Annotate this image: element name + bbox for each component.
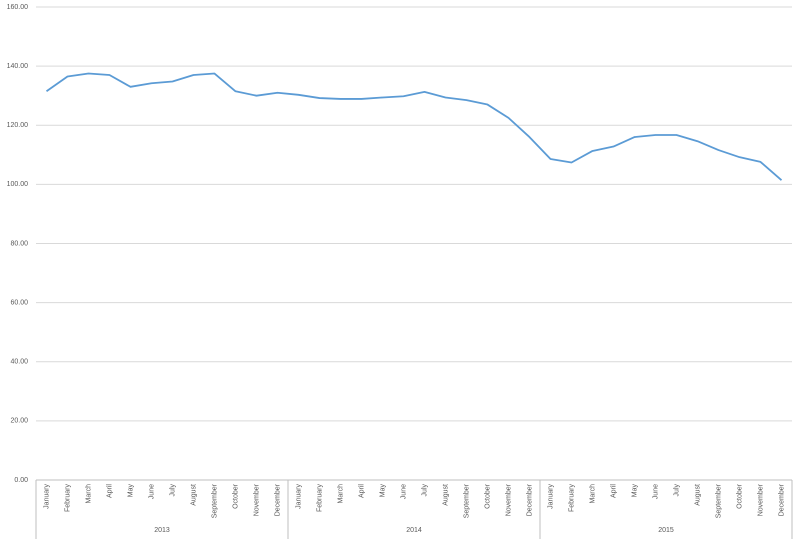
x-tick-label: June [652,484,659,499]
x-group-label: 2015 [658,527,674,534]
x-tick-label: December [778,483,785,516]
x-tick-label: August [442,484,449,506]
x-tick-label: September [463,483,470,518]
x-tick-label: August [190,484,197,506]
x-tick-label: February [316,484,323,513]
x-tick-label: November [757,483,764,516]
x-tick-label: December [526,483,533,516]
y-tick-label: 20.00 [10,418,28,425]
x-tick-label: July [421,484,428,497]
x-tick-label: March [85,484,92,504]
y-tick-label: 120.00 [7,122,29,129]
x-tick-label: October [484,483,491,509]
x-tick-label: October [232,483,239,509]
x-tick-label: January [547,484,554,509]
y-tick-label: 160.00 [7,4,29,11]
x-tick-label: May [379,484,386,498]
x-tick-label: April [610,484,617,498]
x-tick-label: January [43,484,50,509]
x-tick-label: April [358,484,365,498]
y-tick-label: 80.00 [10,240,28,247]
x-group-label: 2014 [406,527,422,534]
x-tick-label: February [64,484,71,513]
x-tick-label: May [631,484,638,498]
x-tick-label: June [148,484,155,499]
y-tick-label: 60.00 [10,299,28,306]
x-tick-label: April [106,484,113,498]
y-tick-label: 140.00 [7,63,29,70]
x-tick-label: February [568,484,575,513]
x-tick-label: August [694,484,701,506]
x-tick-label: June [400,484,407,499]
x-tick-label: July [169,484,176,497]
y-tick-label: 40.00 [10,359,28,366]
y-tick-label: 0.00 [14,477,28,484]
x-tick-label: March [337,484,344,504]
x-tick-label: May [127,484,134,498]
x-tick-label: January [295,484,302,509]
x-tick-label: March [589,484,596,504]
x-group-label: 2013 [154,527,170,534]
x-tick-label: September [211,483,218,518]
y-tick-label: 100.00 [7,181,29,188]
data-line [45,72,783,181]
x-tick-label: December [274,483,281,516]
x-tick-label: November [505,483,512,516]
x-tick-label: July [673,484,680,497]
x-tick-label: November [253,483,260,516]
x-tick-label: September [715,483,722,518]
x-tick-label: October [736,483,743,509]
